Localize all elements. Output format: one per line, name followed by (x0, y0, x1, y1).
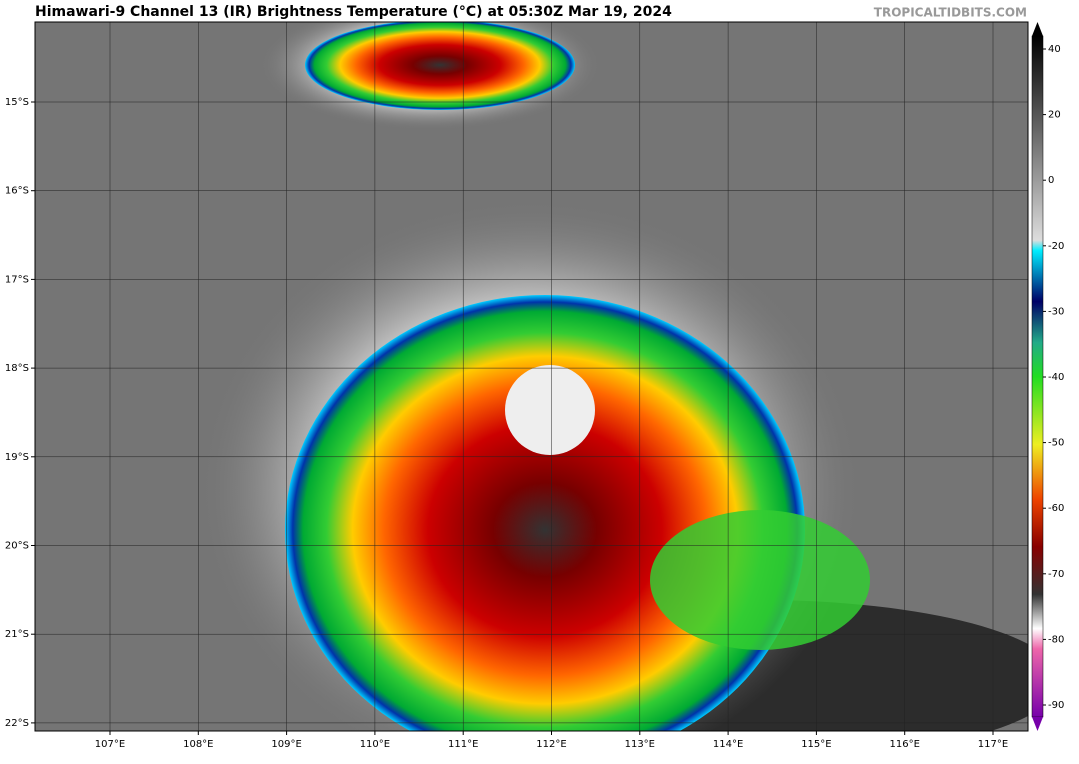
lon-label: 112°E (536, 739, 566, 750)
colorbar-tick-label: -40 (1048, 372, 1064, 383)
lon-label: 114°E (713, 739, 743, 750)
lon-label: 117°E (978, 739, 1008, 750)
lat-label: 15°S (5, 97, 29, 108)
lon-label: 110°E (360, 739, 390, 750)
lon-label: 111°E (448, 739, 478, 750)
satellite-image (35, 22, 1028, 731)
lon-label: 107°E (95, 739, 125, 750)
lat-label: 16°S (5, 186, 29, 197)
colorbar-tick-label: -70 (1048, 569, 1064, 580)
colorbar-tick-label: -60 (1048, 503, 1064, 514)
map-frame (34, 21, 1029, 732)
colorbar-tick-label: 0 (1048, 175, 1054, 186)
colorbar-tick-label: 20 (1048, 110, 1061, 121)
colorbar-tick-label: -30 (1048, 306, 1064, 317)
colorbar-tick-label: -90 (1048, 700, 1064, 711)
lat-label: 17°S (5, 274, 29, 285)
storm-north (305, 22, 575, 110)
lat-label: 20°S (5, 541, 29, 552)
colorbar-tick-label: -80 (1048, 634, 1064, 645)
eye-region (505, 365, 595, 455)
colorbar-tick-label: 40 (1048, 44, 1061, 55)
lon-label: 116°E (889, 739, 919, 750)
title: Himawari-9 Channel 13 (IR) Brightness Te… (35, 4, 672, 20)
colorbar (1031, 35, 1044, 718)
lon-label: 113°E (625, 739, 655, 750)
colorbar-tick-label: -50 (1048, 438, 1064, 449)
colorbar-extend (1032, 22, 1043, 36)
lon-label: 108°E (183, 739, 213, 750)
lat-label: 21°S (5, 629, 29, 640)
lon-label: 115°E (801, 739, 831, 750)
lon-label: 109°E (271, 739, 301, 750)
colorbar-extend (1032, 717, 1043, 731)
lat-label: 18°S (5, 363, 29, 374)
colorbar-tick-label: -20 (1048, 241, 1064, 252)
credit: TROPICALTIDBITS.COM (874, 6, 1027, 20)
lat-label: 19°S (5, 452, 29, 463)
lat-label: 22°S (5, 718, 29, 729)
band (650, 510, 870, 650)
